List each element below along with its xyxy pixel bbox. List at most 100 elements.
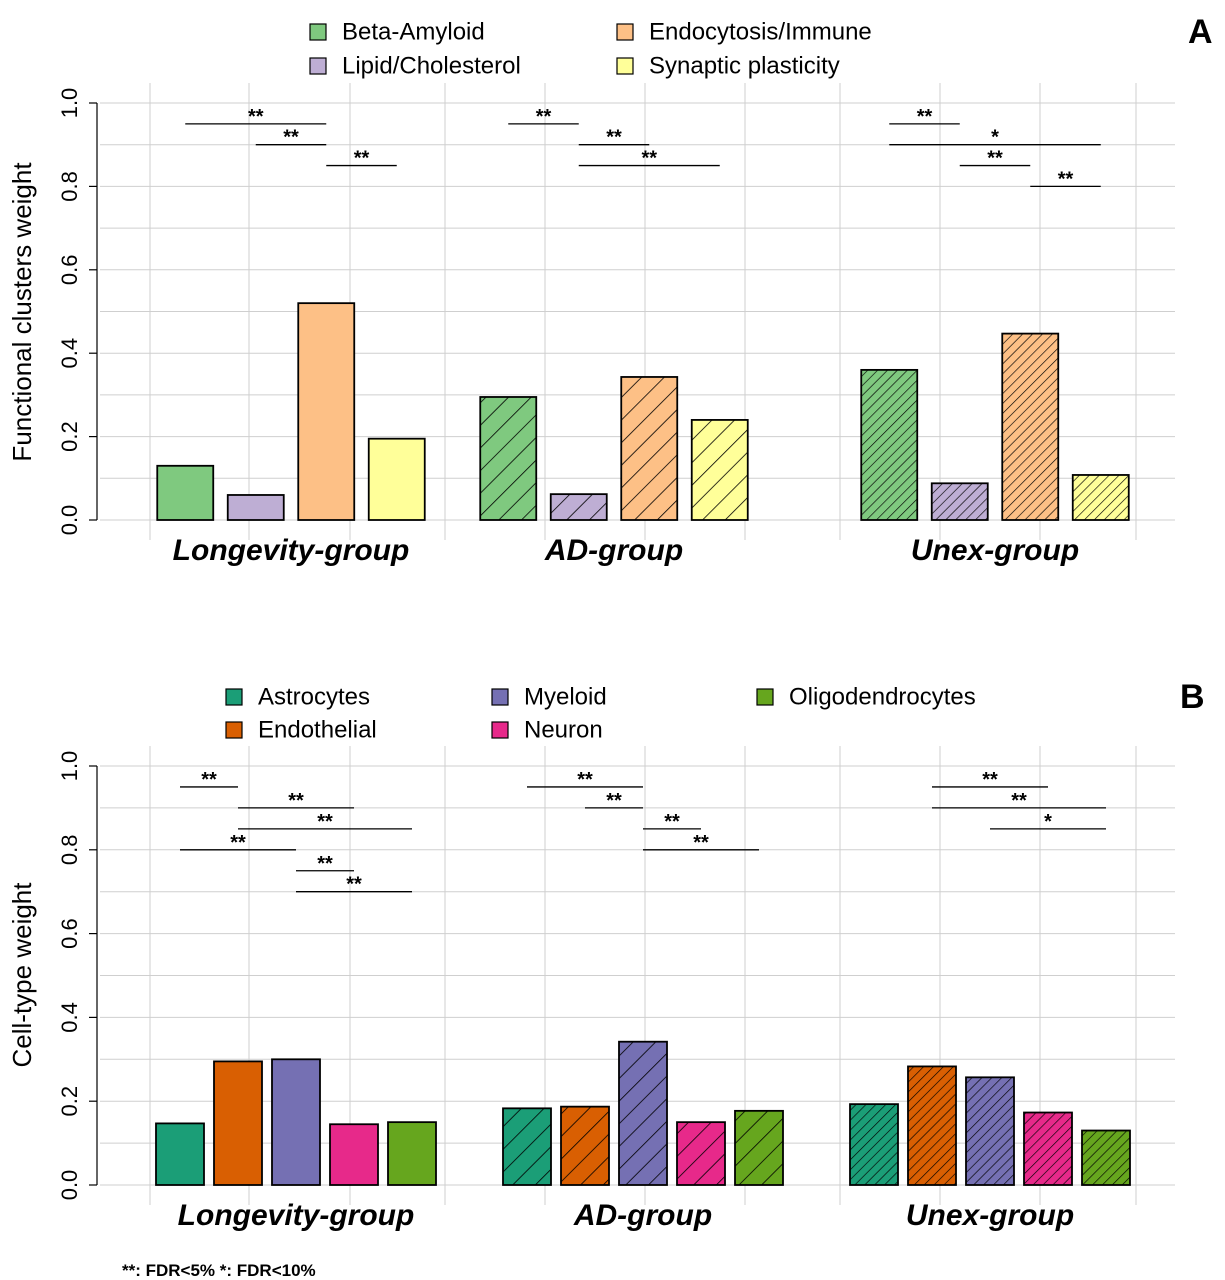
significance-label: ** xyxy=(248,106,264,128)
y-tick-label: 0.0 xyxy=(57,1170,82,1201)
legend-swatch xyxy=(225,688,243,706)
legend-label: Endothelial xyxy=(258,717,377,744)
bar-outline-synaptic-plasticity xyxy=(367,437,426,521)
legend-label: Neuron xyxy=(524,717,603,744)
significance-label: ** xyxy=(288,790,304,812)
significance-label: ** xyxy=(317,853,333,875)
bar-astrocytes xyxy=(156,1123,204,1185)
significance-label: ** xyxy=(917,106,933,128)
y-tick-label: 0.6 xyxy=(57,255,82,286)
bar-outline-endocytosis-immune xyxy=(620,376,679,521)
bar-outline-synaptic-plasticity xyxy=(690,419,749,521)
bar-hatch-oligodendrocytes xyxy=(735,1110,783,1185)
bar-synaptic-plasticity xyxy=(368,438,425,520)
bar-group-ad-group: AD-group xyxy=(479,376,749,567)
legend-item-endocytosis-immune: Endocytosis/Immune xyxy=(616,19,872,46)
legend-item-oligodendrocytes: Oligodendrocytes xyxy=(756,684,976,711)
bar-hatch-myeloid xyxy=(619,1041,667,1185)
bar-outline-beta-amyloid xyxy=(860,368,919,521)
bar-hatch-beta-amyloid xyxy=(480,396,537,520)
legend-swatch xyxy=(491,721,509,739)
x-group-label: AD-group xyxy=(544,534,683,567)
significance-label: ** xyxy=(536,106,552,128)
bar-hatch-endocytosis-immune xyxy=(1002,333,1059,520)
bar-outline-neuron xyxy=(676,1121,726,1186)
legend-swatch xyxy=(491,688,509,706)
legend-swatch xyxy=(616,57,634,75)
significance-label: ** xyxy=(317,811,333,833)
bar-outline-myeloid xyxy=(618,1040,668,1186)
x-group-label: Unex-group xyxy=(906,1199,1074,1232)
bar-oligodendrocytes xyxy=(388,1122,436,1185)
panel-a-chart: 0.0 0.2 0.4 0.6 0.8 1.0 Functional clusters we… xyxy=(7,13,1213,567)
panel-a-significance: ******************* xyxy=(185,106,1101,190)
significance-label: ** xyxy=(693,832,709,854)
bar-outline-oligodendrocytes xyxy=(387,1121,437,1186)
bar-outline-oligodendrocytes xyxy=(734,1109,784,1186)
y-axis-label: Functional clusters weight xyxy=(7,162,37,462)
bar-outline-beta-amyloid xyxy=(479,396,538,521)
bar-hatch-endothelial xyxy=(561,1106,609,1185)
bar-hatch-neuron xyxy=(1024,1112,1072,1185)
panel-letter: B xyxy=(1180,678,1205,716)
panel-letter: A xyxy=(1188,13,1213,51)
panel-b-chart: 0.0 0.2 0.4 0.6 0.8 1.0 Cell-type weight Longev… xyxy=(7,678,1205,1232)
significance-label: ** xyxy=(1011,790,1027,812)
y-tick-label: 1.0 xyxy=(57,88,82,119)
bar-hatch-synaptic-plasticity xyxy=(1072,474,1129,520)
significance-label: ** xyxy=(987,148,1003,170)
bar-neuron xyxy=(330,1124,378,1185)
bar-outline-myeloid xyxy=(271,1058,321,1186)
bar-outline-astrocytes xyxy=(849,1103,899,1186)
y-tick-label: 0.8 xyxy=(57,835,82,866)
bar-hatch-astrocytes xyxy=(850,1104,898,1185)
y-tick-label: 0.2 xyxy=(57,421,82,452)
x-group-label: Longevity-group xyxy=(178,1199,415,1232)
legend-item-neuron: Neuron xyxy=(491,717,603,744)
significance-label: ** xyxy=(346,874,362,896)
bar-outline-lipid-cholesterol xyxy=(226,494,285,521)
significance-label: ** xyxy=(664,811,680,833)
significance-label: * xyxy=(991,127,999,149)
legend-item-lipid-cholesterol: Lipid/Cholesterol xyxy=(309,53,521,80)
bar-group-unex-group: Unex-group xyxy=(860,332,1130,567)
bar-hatch-oligodendrocytes xyxy=(1082,1130,1130,1185)
bar-endothelial xyxy=(214,1061,262,1185)
significance-label: ** xyxy=(201,769,217,791)
bar-hatch-neuron xyxy=(677,1122,725,1185)
bar-outline-lipid-cholesterol xyxy=(549,493,608,521)
panel-a-legend: Beta-Amyloid Lipid/Cholesterol Endocytosis… xyxy=(309,19,872,80)
legend-label: Myeloid xyxy=(524,684,607,711)
bar-outline-oligodendrocytes xyxy=(1081,1129,1131,1186)
bar-group-ad-group: AD-group xyxy=(502,1040,784,1232)
bar-outline-endocytosis-immune xyxy=(297,302,356,521)
bar-group-longevity-group: Longevity-group xyxy=(155,1058,437,1232)
bar-outline-synaptic-plasticity xyxy=(1071,474,1130,521)
legend-label: Beta-Amyloid xyxy=(342,19,485,46)
legend-swatch xyxy=(616,23,634,41)
y-axis-label: Cell-type weight xyxy=(7,882,37,1068)
bar-outline-endocytosis-immune xyxy=(1001,332,1060,521)
significance-label: ** xyxy=(577,769,593,791)
bar-outline-endothelial xyxy=(213,1060,263,1186)
legend-label: Astrocytes xyxy=(258,684,370,711)
legend-label: Synaptic plasticity xyxy=(649,53,840,80)
legend-item-endothelial: Endothelial xyxy=(225,717,377,744)
bar-hatch-beta-amyloid xyxy=(861,369,918,520)
bar-group-longevity-group: Longevity-group xyxy=(156,302,426,567)
bar-myeloid xyxy=(272,1059,320,1185)
bar-hatch-astrocytes xyxy=(503,1108,551,1185)
legend-label: Endocytosis/Immune xyxy=(649,19,872,46)
x-group-label: AD-group xyxy=(573,1199,712,1232)
bar-group-unex-group: Unex-group xyxy=(849,1065,1131,1232)
x-group-label: Longevity-group xyxy=(173,534,410,567)
significance-label: ** xyxy=(982,769,998,791)
y-tick-label: 0.8 xyxy=(57,171,82,202)
significance-label: ** xyxy=(354,148,370,170)
y-tick-label: 0.4 xyxy=(57,1002,82,1033)
legend-item-myeloid: Myeloid xyxy=(491,684,607,711)
legend-swatch xyxy=(756,688,774,706)
legend-swatch xyxy=(309,57,327,75)
bar-outline-lipid-cholesterol xyxy=(930,482,989,521)
